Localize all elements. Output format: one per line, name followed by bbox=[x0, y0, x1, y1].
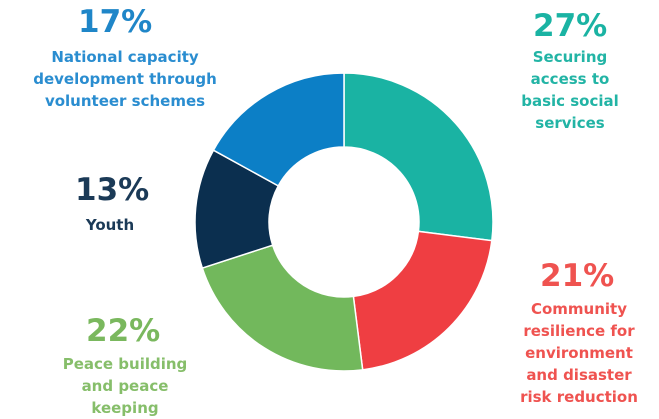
label-percent-national-capacity: 17% bbox=[78, 4, 153, 40]
label-percent-peace-building: 22% bbox=[86, 313, 161, 349]
label-percent-securing-access: 27% bbox=[533, 8, 608, 44]
slice-community-resilience bbox=[352, 230, 493, 371]
label-text-youth: Youth bbox=[85, 216, 135, 234]
label-text-peace-building: Peace building and peace keeping bbox=[62, 355, 188, 417]
label-text-community-resilience: Community resilience for environment and… bbox=[520, 300, 638, 406]
slice-national-capacity bbox=[212, 72, 345, 187]
label-percent-youth: 13% bbox=[75, 172, 150, 208]
slice-securing-access bbox=[343, 72, 494, 242]
label-text-national-capacity: National capacity development through vo… bbox=[33, 48, 217, 110]
label-percent-community-resilience: 21% bbox=[540, 258, 615, 294]
label-text-securing-access: Securing access to basic social services bbox=[521, 48, 619, 132]
slice-peace-building bbox=[201, 244, 364, 372]
